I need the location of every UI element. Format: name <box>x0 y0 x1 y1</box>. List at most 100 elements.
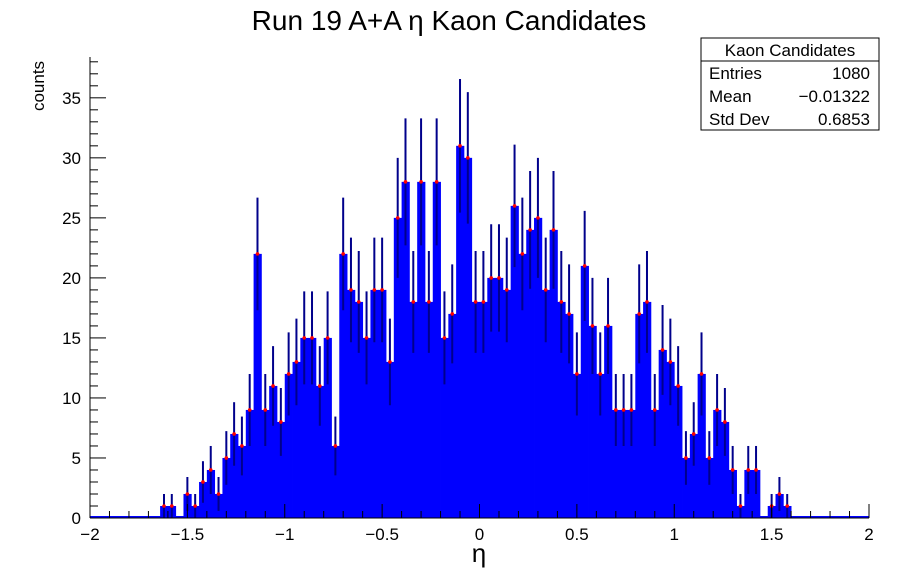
data-point-marker <box>676 384 680 388</box>
histogram-bar <box>339 253 348 518</box>
stats-entries-label: Entries <box>709 64 762 83</box>
data-point-marker <box>777 492 782 496</box>
histogram-bar <box>308 337 317 518</box>
x-tick-label: −2 <box>80 525 99 544</box>
data-point-marker <box>388 360 392 364</box>
histogram-bar <box>440 337 449 518</box>
histogram-bar <box>238 445 247 518</box>
data-point-marker <box>169 504 174 508</box>
histogram-bar <box>635 313 644 518</box>
histogram-bar <box>502 289 512 518</box>
x-tick-label: 1 <box>670 525 679 544</box>
data-point-marker <box>621 408 626 412</box>
data-point-marker <box>232 432 236 436</box>
data-point-marker <box>707 456 712 460</box>
histogram-bar <box>417 181 426 518</box>
data-point-marker <box>489 276 493 280</box>
histogram-bar <box>510 205 519 519</box>
data-point-marker <box>255 252 260 256</box>
data-point-marker <box>520 252 525 256</box>
histogram-bars <box>90 145 869 519</box>
histogram-bar <box>713 409 722 518</box>
data-point-marker <box>668 360 673 364</box>
histogram-bar <box>580 265 589 518</box>
histogram-bar <box>541 289 551 518</box>
data-point-marker <box>247 408 252 412</box>
data-point-marker <box>263 408 268 412</box>
stats-box-title: Kaon Candidates <box>725 41 855 60</box>
data-point-marker <box>575 372 579 376</box>
histogram-bar <box>253 253 262 518</box>
data-point-marker <box>427 300 431 304</box>
data-point-marker <box>294 360 299 364</box>
data-point-marker <box>652 408 657 412</box>
data-point-marker <box>536 216 540 220</box>
data-point-marker <box>325 336 330 340</box>
data-point-marker <box>551 228 556 232</box>
data-point-marker <box>380 288 384 292</box>
histogram-bar <box>261 409 270 518</box>
histogram-bar <box>370 289 379 518</box>
data-point-marker <box>356 300 361 304</box>
data-point-marker <box>286 372 291 376</box>
stats-mean-value: −0.01322 <box>799 87 870 106</box>
histogram-bar <box>479 301 488 518</box>
data-point-marker <box>582 264 587 268</box>
data-point-marker <box>458 144 462 148</box>
data-point-marker <box>512 204 517 208</box>
data-point-marker <box>201 480 205 484</box>
histogram-bar <box>245 409 254 518</box>
y-tick-label: 20 <box>62 269 81 288</box>
data-point-marker <box>349 288 353 292</box>
histogram-bar <box>456 145 465 518</box>
x-tick-label: 0.5 <box>565 525 589 544</box>
histogram-bar <box>292 361 301 518</box>
histogram-bar <box>409 301 418 518</box>
data-point-marker <box>318 384 322 388</box>
data-point-marker <box>302 336 307 340</box>
x-tick-label: −0.5 <box>365 525 399 544</box>
histogram-bar <box>300 337 309 518</box>
stats-stddev-label: Std Dev <box>709 110 770 129</box>
data-point-marker <box>754 468 758 472</box>
histogram-bar <box>689 433 699 518</box>
data-point-marker <box>310 336 314 340</box>
histogram-bar <box>596 373 605 518</box>
histogram-bar <box>347 289 356 518</box>
histogram-bar <box>230 433 239 518</box>
histogram-bar <box>658 349 667 518</box>
histogram-bar <box>463 157 473 518</box>
stats-mean-label: Mean <box>709 87 752 106</box>
data-point-marker <box>614 408 618 412</box>
histogram-bar <box>720 421 730 518</box>
data-point-marker <box>450 312 455 316</box>
data-point-marker <box>473 300 478 304</box>
histogram-bar <box>572 373 582 518</box>
data-point-marker <box>403 180 408 184</box>
histogram-bar <box>627 409 636 518</box>
error-bars <box>162 78 790 518</box>
histogram-bar <box>495 277 504 518</box>
data-point-marker <box>419 180 423 184</box>
histogram-bar <box>323 337 332 518</box>
data-point-marker <box>466 156 470 160</box>
data-point-marker <box>193 504 197 508</box>
histogram-bar <box>378 289 387 518</box>
data-point-marker <box>590 324 595 328</box>
data-point-marker <box>504 288 509 292</box>
histogram-bar <box>518 253 527 518</box>
data-point-marker <box>543 288 548 292</box>
data-point-marker <box>606 324 610 328</box>
histogram-bar <box>557 301 566 518</box>
y-tick-label: 30 <box>62 149 81 168</box>
histogram-bar <box>526 229 535 518</box>
data-point-marker <box>567 312 571 316</box>
data-point-marker <box>730 468 735 472</box>
x-tick-label: 1.5 <box>760 525 784 544</box>
data-point-marker <box>699 372 704 376</box>
histogram-bar <box>362 337 371 518</box>
histogram-bar <box>650 409 660 518</box>
histogram-bar <box>401 181 410 518</box>
histogram-bar <box>565 313 574 518</box>
